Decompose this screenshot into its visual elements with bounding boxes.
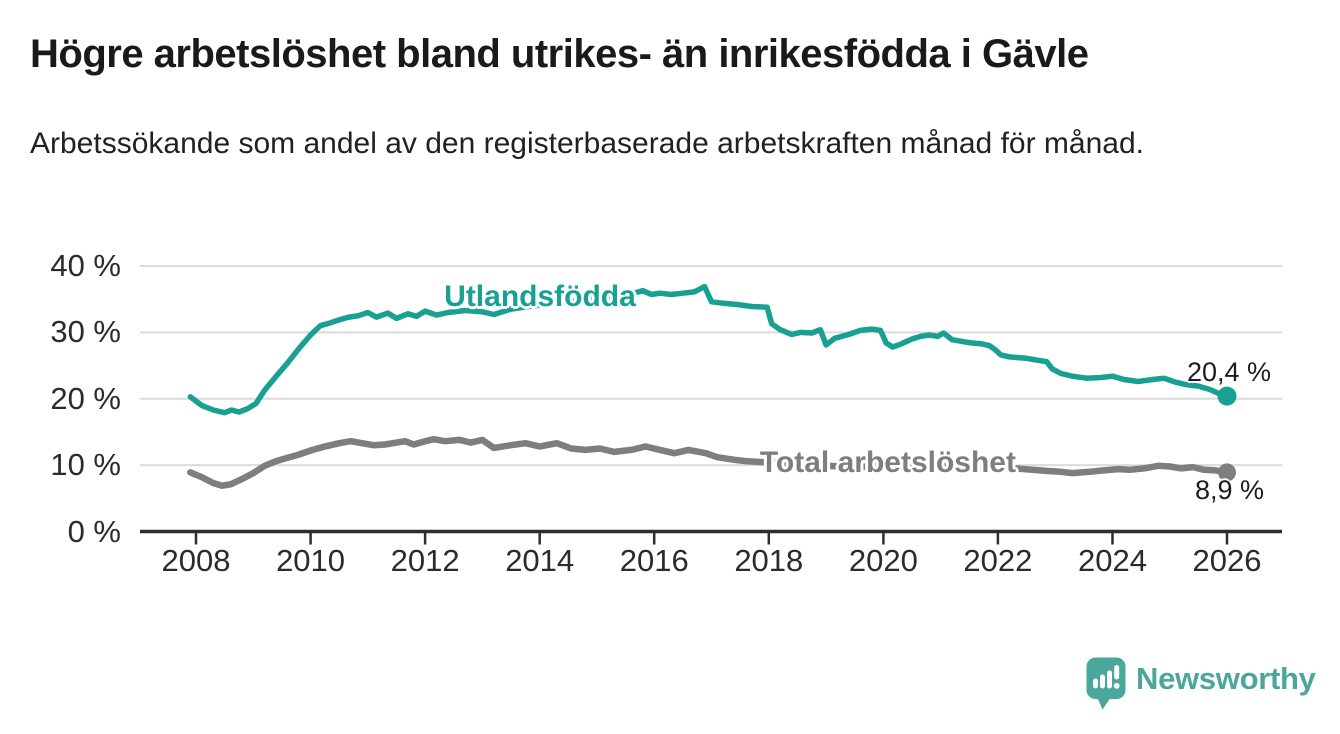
x-tick-label: 2022 xyxy=(963,543,1033,578)
x-tick-label: 2016 xyxy=(619,543,689,578)
x-axis-labels: 2008 2010 2012 2014 2016 2018 2020 2022 2024 2026 xyxy=(0,544,1340,584)
y-tick-label: 0 % xyxy=(67,513,121,549)
chart-subtitle: Arbetssökande som andel av den registerb… xyxy=(30,127,1144,160)
y-tick-label: 30 % xyxy=(50,314,121,350)
series-label-total-arbetsloshet: Total arbetslöshet xyxy=(759,446,1016,479)
y-tick-label: 20 % xyxy=(50,380,121,416)
series-lines xyxy=(187,283,1237,489)
end-dot-1 xyxy=(1218,463,1236,482)
end-value-utlandsfodda: 20,4 % xyxy=(1187,357,1272,387)
x-tick-label: 2026 xyxy=(1192,543,1262,578)
y-tick-label: 10 % xyxy=(50,447,121,483)
gridlines xyxy=(140,265,1282,467)
x-tick-label: 2012 xyxy=(390,543,460,578)
data-line-0 xyxy=(187,283,1230,416)
y-axis-labels: 40 % 30 % 20 % 10 % 0 % xyxy=(0,0,121,734)
end-dot-0 xyxy=(1217,386,1237,406)
data-line-1 xyxy=(187,435,1231,489)
chart-title: Högre arbetslöshet bland utrikes- än inr… xyxy=(30,32,1089,76)
x-tick-label: 2018 xyxy=(734,543,804,578)
newsworthy-logo[interactable]: Newsworthy xyxy=(1086,657,1316,710)
x-tick-label: 2014 xyxy=(505,543,575,578)
y-tick-label: 40 % xyxy=(50,248,121,283)
end-value-total-arbetsloshet: 8,9 % xyxy=(1195,475,1265,505)
x-tick-label: 2024 xyxy=(1077,543,1147,578)
x-tick-label: 2010 xyxy=(276,543,346,578)
x-tick-label: 2020 xyxy=(848,543,918,578)
newsworthy-logo-icon xyxy=(1086,657,1126,710)
series-label-utlandsfodda: Utlandsfödda xyxy=(444,280,636,313)
newsworthy-logo-text: Newsworthy xyxy=(1136,661,1316,696)
x-tick-label: 2008 xyxy=(161,543,231,578)
x-axis xyxy=(140,529,1282,545)
